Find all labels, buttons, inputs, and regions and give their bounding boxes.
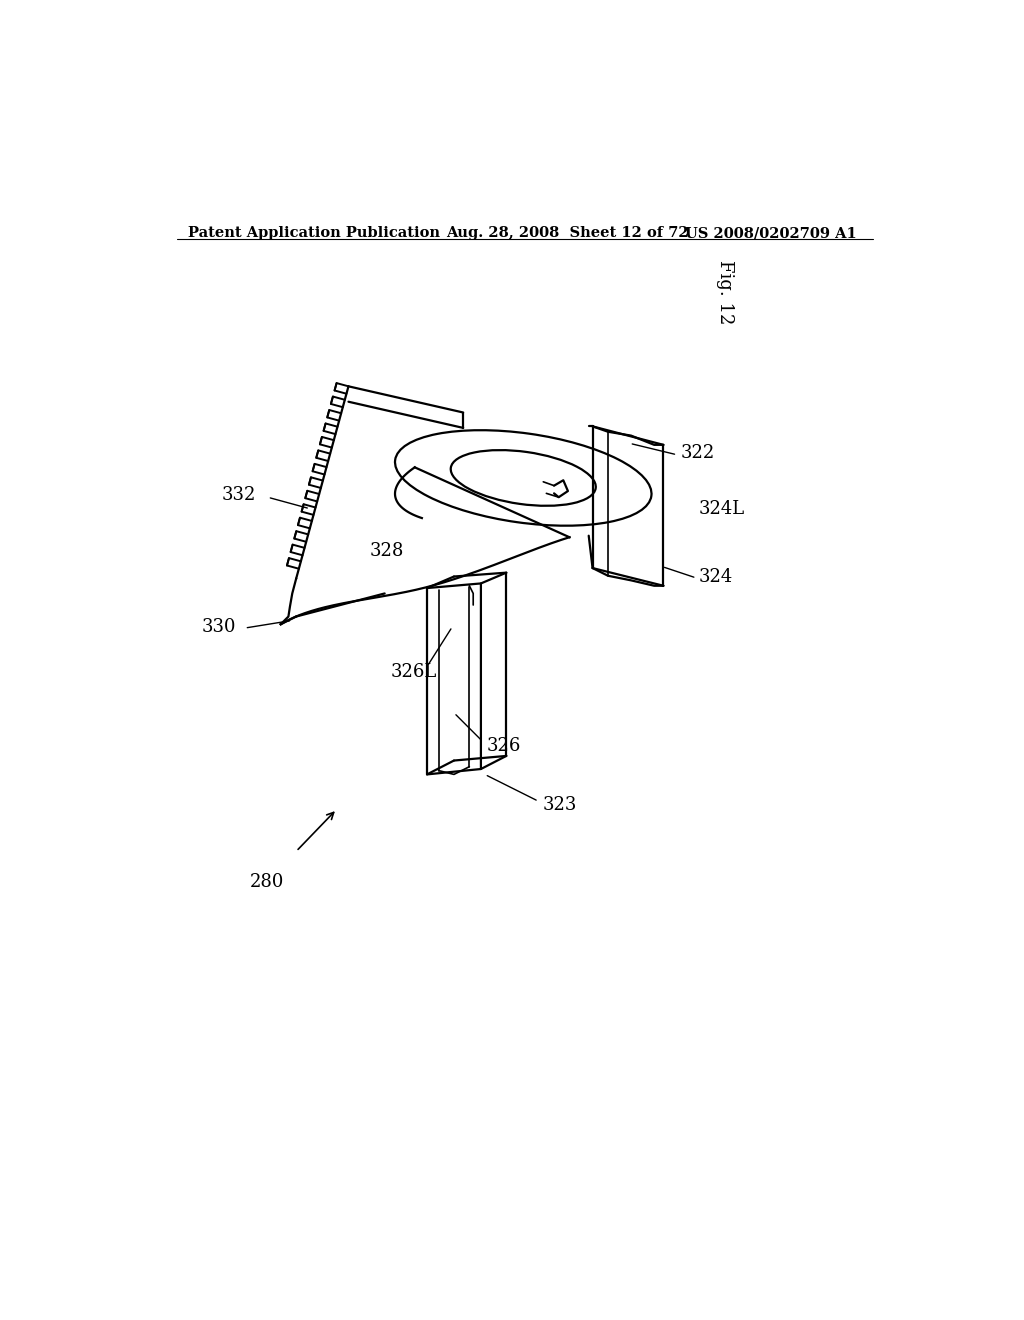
Text: 330: 330 xyxy=(202,618,236,635)
Text: Fig. 12: Fig. 12 xyxy=(716,260,734,323)
Text: 332: 332 xyxy=(221,486,256,504)
Text: 324L: 324L xyxy=(698,500,744,517)
Text: 326L: 326L xyxy=(391,663,437,681)
Text: Aug. 28, 2008  Sheet 12 of 72: Aug. 28, 2008 Sheet 12 of 72 xyxy=(446,226,689,240)
Text: 326: 326 xyxy=(486,737,520,755)
Text: 322: 322 xyxy=(681,445,716,462)
Text: Patent Application Publication: Patent Application Publication xyxy=(188,226,440,240)
Text: 324: 324 xyxy=(698,568,733,586)
Text: 280: 280 xyxy=(250,874,285,891)
Text: US 2008/0202709 A1: US 2008/0202709 A1 xyxy=(685,226,857,240)
Text: 328: 328 xyxy=(370,543,403,560)
Text: 323: 323 xyxy=(543,796,577,814)
